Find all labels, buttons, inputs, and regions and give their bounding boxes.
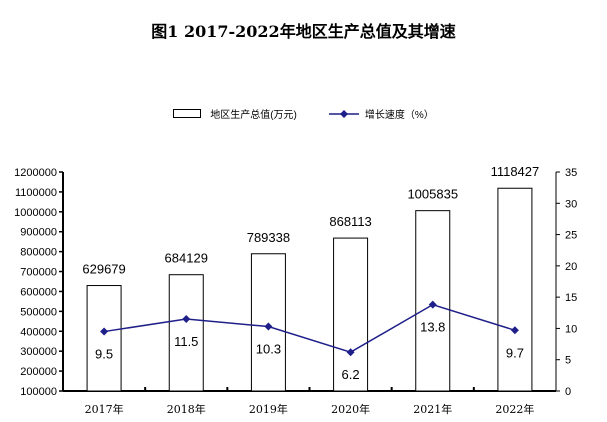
bar xyxy=(86,285,122,392)
x-tick-label: 2022年 xyxy=(495,402,534,416)
right-tick-label: 10 xyxy=(565,323,577,335)
bar-data-label: 1118427 xyxy=(491,164,540,179)
growth-point xyxy=(346,348,355,357)
growth-point xyxy=(182,315,191,324)
bar xyxy=(250,253,286,392)
left-tick-label: 1000000 xyxy=(14,207,57,219)
growth-point xyxy=(264,322,273,331)
bar-data-label: 629679 xyxy=(82,262,125,277)
bar-data-label: 789338 xyxy=(247,230,290,245)
right-tick-label: 20 xyxy=(565,261,577,273)
right-tick-label: 0 xyxy=(565,386,571,398)
x-tick-label: 2018年 xyxy=(167,402,206,416)
growth-point xyxy=(510,326,519,335)
bar-data-label: 868113 xyxy=(329,214,371,229)
left-tick-label: 600000 xyxy=(20,286,57,298)
right-tick-label: 25 xyxy=(565,230,577,242)
left-tick-label: 1100000 xyxy=(15,187,57,199)
left-tick-label: 800000 xyxy=(20,247,57,259)
bar xyxy=(168,274,204,392)
right-tick-label: 5 xyxy=(565,355,571,367)
legend-bar-swatch xyxy=(173,109,202,118)
x-tick-label: 2020年 xyxy=(331,402,370,416)
bar-data-label: 684129 xyxy=(165,251,208,266)
right-tick-label: 15 xyxy=(565,292,577,304)
x-tick-label: 2021年 xyxy=(413,402,452,416)
left-tick-label: 700000 xyxy=(20,267,57,279)
growth-line xyxy=(103,303,516,354)
x-tick-label: 2017年 xyxy=(85,402,124,416)
legend: 地区生产总值(万元) 增长速度（%） xyxy=(0,106,607,121)
left-tick-label: 200000 xyxy=(20,366,57,378)
growth-point xyxy=(428,300,437,309)
left-tick-label: 100000 xyxy=(20,386,57,398)
left-tick-label: 500000 xyxy=(20,306,57,318)
line-data-label: 13.8 xyxy=(420,320,445,335)
left-tick-label: 400000 xyxy=(20,326,57,338)
left-tick-label: 1200000 xyxy=(14,167,57,179)
line-data-label: 9.5 xyxy=(95,347,113,362)
legend-line-label: 增长速度（%） xyxy=(364,110,434,121)
right-tick-label: 30 xyxy=(565,198,577,210)
left-tick-label: 900000 xyxy=(20,227,57,239)
line-data-label: 11.5 xyxy=(174,334,198,349)
legend-bar-label: 地区生产总值(万元) xyxy=(210,110,297,121)
chart-title: 图1 2017-2022年地区生产总值及其增速 xyxy=(151,22,456,41)
legend-line-swatch xyxy=(328,109,359,118)
bar xyxy=(333,237,369,392)
left-tick-label: 300000 xyxy=(20,346,57,358)
x-tick-label: 2019年 xyxy=(249,402,288,416)
right-tick-label: 35 xyxy=(565,167,577,179)
growth-point xyxy=(100,327,109,336)
line-data-label: 9.7 xyxy=(506,345,524,360)
line-data-label: 6.2 xyxy=(342,367,360,382)
bar xyxy=(497,187,533,392)
bar-data-label: 1005835 xyxy=(407,187,458,202)
line-data-label: 10.3 xyxy=(256,342,281,357)
